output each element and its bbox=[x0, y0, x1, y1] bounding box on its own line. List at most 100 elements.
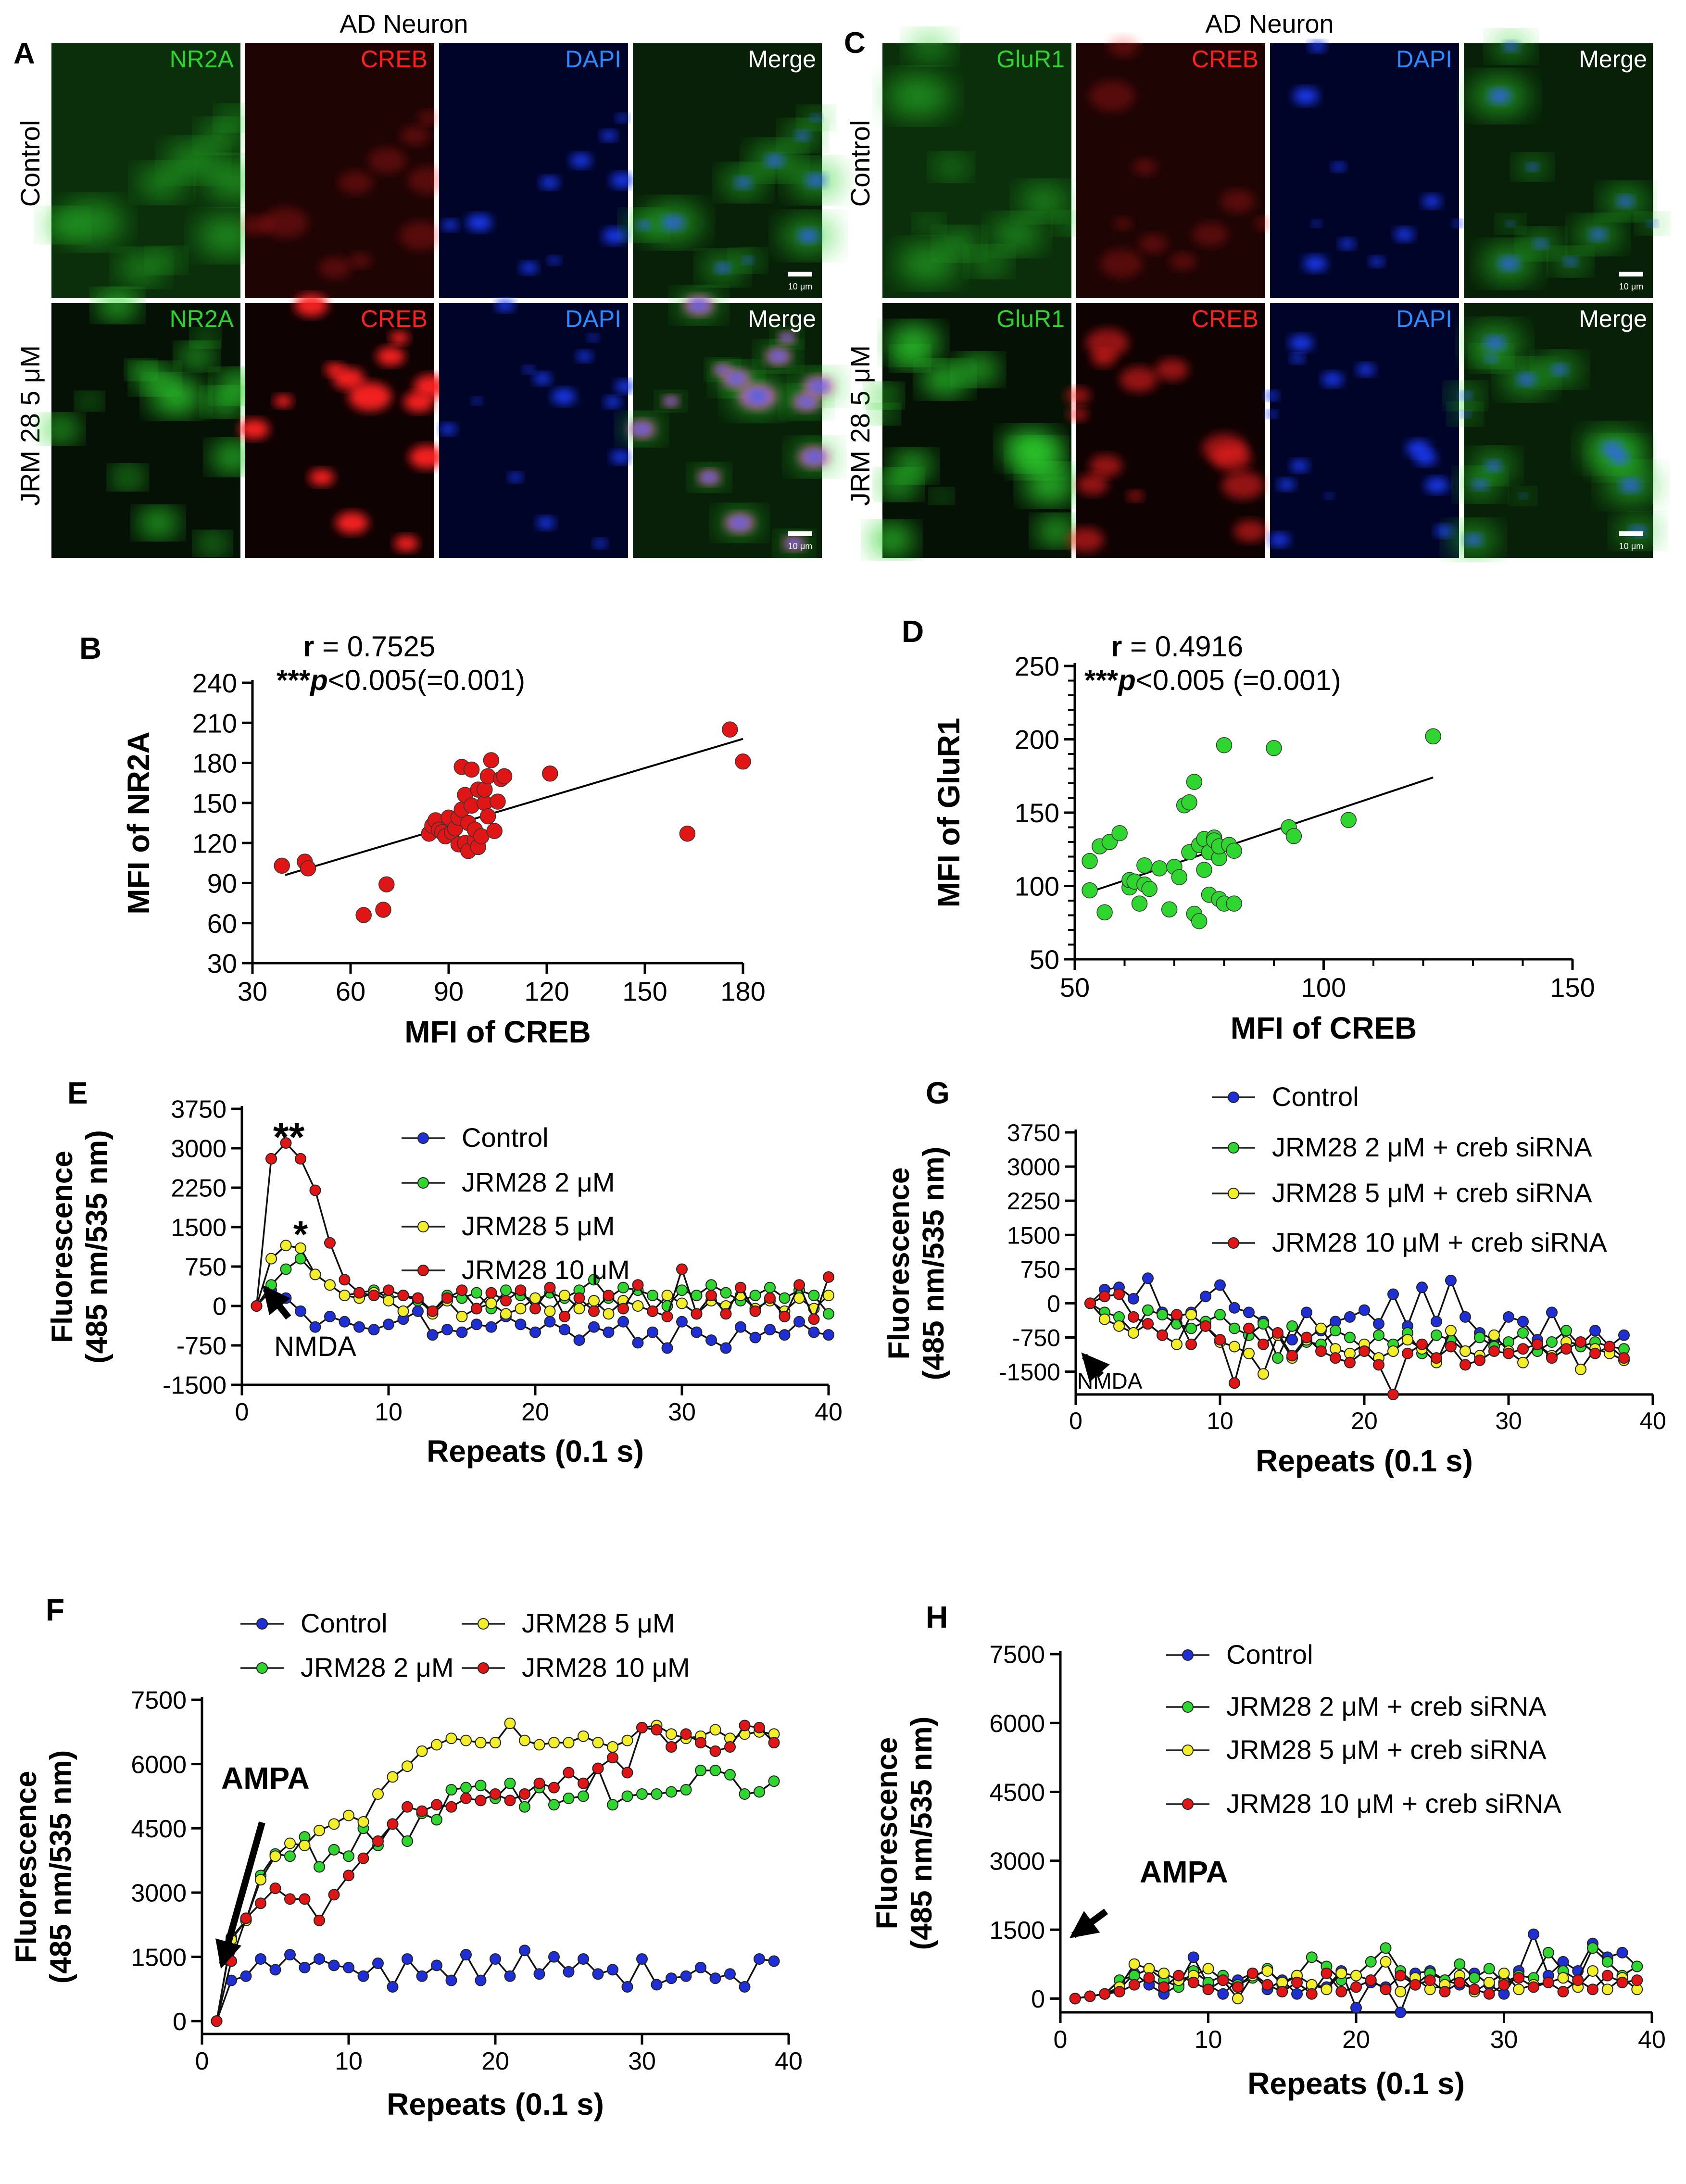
data-point-jrm2 bbox=[314, 1861, 325, 1873]
data-point-control bbox=[269, 1964, 281, 1976]
data-point-jrm10 bbox=[1142, 1318, 1154, 1330]
micrograph-tile: GluR1 bbox=[882, 32, 1085, 298]
data-point-control bbox=[1431, 1316, 1442, 1328]
scatter-point bbox=[1340, 812, 1357, 828]
x-tick-label: 50 bbox=[1060, 972, 1090, 1003]
legend-marker bbox=[478, 1618, 489, 1630]
data-point-control bbox=[661, 1342, 673, 1354]
data-point-jrm5 bbox=[314, 1824, 325, 1836]
data-point-jrm5 bbox=[1202, 1963, 1214, 1975]
cell-blob bbox=[1077, 474, 1108, 495]
regression-line bbox=[285, 738, 743, 876]
data-point-jrm10 bbox=[299, 1893, 311, 1905]
micrograph-tile: DAPI bbox=[439, 299, 635, 558]
data-point-jrm10 bbox=[314, 1914, 325, 1926]
y-tick-label: 30 bbox=[207, 948, 237, 979]
data-point-control bbox=[1142, 1272, 1154, 1284]
line-chart-e: 0 10 20 30 40 -1500 -750 0 750 1500 2250 3000 3750 E C… bbox=[46, 1076, 843, 1469]
arrow-head bbox=[1069, 1911, 1100, 1938]
data-point-jrm2 bbox=[808, 1290, 820, 1302]
data-point-jrm10 bbox=[1344, 1356, 1356, 1368]
data-point-jrm10 bbox=[1200, 1320, 1211, 1332]
background-haze bbox=[439, 43, 628, 298]
x-tick-label: 0 bbox=[235, 1398, 249, 1426]
cell-blob bbox=[931, 490, 952, 503]
data-point-control bbox=[1546, 1306, 1558, 1318]
cell-blob bbox=[747, 389, 768, 404]
cell-blob bbox=[118, 252, 164, 283]
data-point-control bbox=[240, 1970, 252, 1982]
data-point-control bbox=[709, 1972, 721, 1984]
data-point-jrm5 bbox=[1460, 1345, 1471, 1357]
axes: 0 10 20 30 40 -1500 -750 0 750 1500 2250 3000 3750 bbox=[999, 1119, 1666, 1434]
data-point-jrm10 bbox=[720, 1308, 732, 1320]
data-point-jrm10 bbox=[680, 1728, 692, 1740]
x-tick-label: 150 bbox=[1550, 972, 1595, 1003]
cell-blob bbox=[805, 173, 826, 188]
data-point-jrm10 bbox=[768, 1737, 780, 1749]
cell-blob bbox=[610, 173, 633, 188]
cell-blob bbox=[795, 131, 810, 141]
data-point-jrm5 bbox=[592, 1737, 604, 1749]
axes: 30 60 90 120 150 180 30 60 90 120 150 180 210 240 bbox=[192, 668, 766, 1006]
data-point-jrm10 bbox=[1460, 1359, 1471, 1371]
data-point-jrm10 bbox=[1171, 1309, 1183, 1321]
cell-blob bbox=[771, 351, 786, 361]
y-axis-title-line2: (485 nm/535 nm) bbox=[80, 1130, 113, 1364]
data-point-control bbox=[441, 1324, 453, 1336]
y-axis-title-line2: (485 nm/535 nm) bbox=[905, 1717, 938, 1950]
scatter-point bbox=[378, 876, 395, 892]
cell-blob bbox=[401, 126, 430, 146]
cell-blob bbox=[1269, 533, 1290, 547]
legend-label: JRM28 2 μM + creb siRNA bbox=[1226, 1691, 1547, 1721]
cell-blob bbox=[42, 211, 84, 239]
data-point-jrm2 bbox=[1344, 1331, 1356, 1343]
r-statistic: r = 0.4916 bbox=[1111, 630, 1243, 663]
cell-blob bbox=[219, 107, 251, 129]
data-point-jrm10 bbox=[211, 2015, 223, 2027]
data-point-control bbox=[691, 1326, 703, 1338]
y-tick-label: -1500 bbox=[163, 1372, 226, 1400]
legend-label: JRM28 10 μM bbox=[522, 1652, 690, 1682]
data-point-control bbox=[548, 1951, 560, 1963]
data-point-control bbox=[739, 1981, 751, 1993]
data-point-jrm5 bbox=[1395, 1986, 1407, 1998]
data-point-control bbox=[1503, 1311, 1514, 1323]
cell-blob bbox=[440, 424, 456, 435]
cell-blob bbox=[466, 214, 492, 231]
data-point-control bbox=[651, 1979, 663, 1991]
data-point-control bbox=[1350, 2002, 1362, 2014]
micrograph-tile: GluR1 bbox=[868, 303, 1076, 558]
x-tick-label: 10 bbox=[335, 2047, 363, 2075]
legend-label: JRM28 2 μM + creb siRNA bbox=[1272, 1132, 1592, 1162]
data-point-jrm10 bbox=[1618, 1352, 1630, 1364]
annotation: NMDA bbox=[1077, 1352, 1143, 1393]
data-point-jrm2 bbox=[1431, 1329, 1442, 1341]
p-stars: *** bbox=[277, 664, 311, 696]
data-point-jrm2 bbox=[1330, 1325, 1341, 1337]
data-point-control bbox=[563, 1966, 575, 1978]
data-point-jrm2 bbox=[284, 1850, 296, 1862]
cell-blob bbox=[1293, 88, 1319, 105]
data-point-jrm5 bbox=[383, 1295, 394, 1307]
scatter-point bbox=[1111, 825, 1128, 841]
data-point-jrm10 bbox=[1587, 1983, 1598, 1996]
y-tick-label: 50 bbox=[1030, 944, 1059, 975]
cell-blob bbox=[1222, 471, 1264, 500]
data-point-jrm5 bbox=[1587, 1965, 1598, 1977]
data-point-jrm2 bbox=[563, 1792, 575, 1804]
data-point-control bbox=[607, 1964, 618, 1976]
data-point-jrm10 bbox=[592, 1762, 604, 1774]
legend-label: JRM28 5 μM bbox=[522, 1608, 675, 1638]
line-chart-g: 0 10 20 30 40 -1500 -750 0 750 1500 2250 3000 3750 G C… bbox=[882, 1076, 1666, 1478]
panel-letter: E bbox=[67, 1076, 88, 1110]
scale-bar bbox=[1619, 272, 1643, 276]
channel-label: Merge bbox=[748, 46, 816, 73]
data-point-jrm10 bbox=[1158, 1981, 1170, 1993]
cell-blob bbox=[368, 148, 406, 174]
data-point-jrm5 bbox=[485, 1297, 497, 1309]
data-point-jrm10 bbox=[1488, 1345, 1500, 1357]
significance-stars: ** bbox=[273, 1114, 305, 1159]
data-point-control bbox=[445, 1974, 457, 1986]
arrow-head bbox=[215, 1938, 241, 1969]
